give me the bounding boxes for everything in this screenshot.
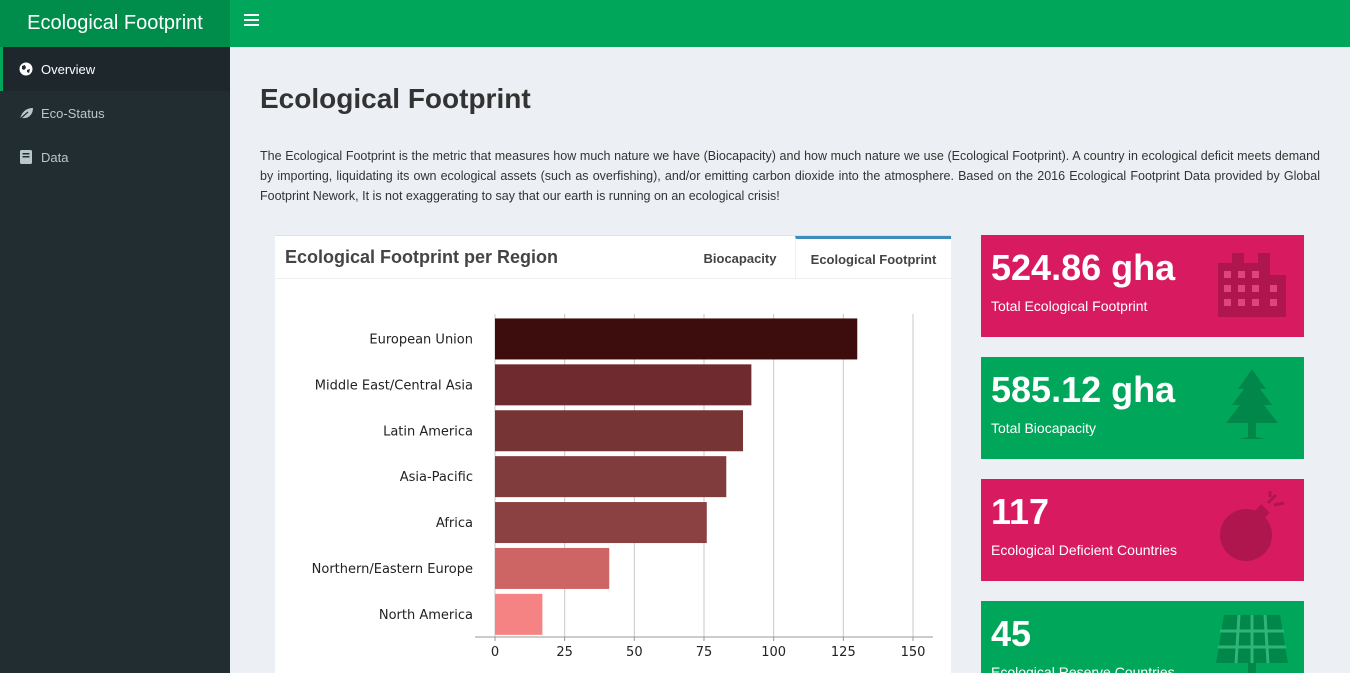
- y-tick-label: Africa: [436, 516, 473, 531]
- main-content: Ecological Footprint The Ecological Foot…: [230, 47, 1350, 673]
- bar: [495, 456, 727, 498]
- x-tick-label: 0: [491, 645, 499, 660]
- sidebar-item-overview[interactable]: Overview: [0, 47, 230, 91]
- info-box-reserve-countries: 45 Ecological Reserve Countries: [981, 601, 1304, 673]
- bar: [495, 364, 752, 406]
- info-box-label: Total Ecological Footprint: [991, 298, 1148, 314]
- bar: [495, 547, 610, 589]
- globe-icon: [18, 61, 34, 77]
- page-title: Ecological Footprint: [260, 83, 531, 114]
- solar-panel-icon: [1216, 614, 1288, 673]
- chart-box-title: Ecological Footprint per Region: [285, 247, 559, 267]
- tab-biocapacity[interactable]: Biocapacity: [703, 251, 777, 266]
- x-tick-label: 150: [901, 645, 926, 660]
- sidebar-item-label: Data: [41, 149, 69, 165]
- y-tick-label: European Union: [369, 332, 473, 347]
- y-tick-label: Asia-Pacific: [400, 470, 473, 485]
- y-tick-label: Latin America: [383, 424, 473, 439]
- bar: [495, 502, 707, 544]
- app-title[interactable]: Ecological Footprint: [0, 0, 230, 47]
- info-box-label: Ecological Deficient Countries: [991, 542, 1177, 558]
- bar: [495, 593, 543, 635]
- book-icon: [18, 149, 34, 165]
- info-box-total-footprint: 524.86 gha Total Ecological Footprint: [981, 235, 1304, 337]
- info-box-label: Total Biocapacity: [991, 420, 1097, 436]
- sidebar: Overview Eco-Status Data: [0, 47, 230, 673]
- x-tick-label: 75: [696, 645, 713, 660]
- bar: [495, 318, 858, 360]
- x-tick-label: 125: [831, 645, 856, 660]
- sidebar-item-label: Eco-Status: [41, 105, 105, 121]
- leaf-icon: [18, 105, 34, 121]
- sidebar-item-eco-status[interactable]: Eco-Status: [0, 91, 230, 135]
- bar: [495, 410, 744, 452]
- x-tick-label: 50: [626, 645, 643, 660]
- chart-box: Ecological Footprint per Region Biocapac…: [275, 235, 951, 673]
- info-box-label: Ecological Reserve Countries: [991, 664, 1175, 673]
- info-box-total-biocapacity: 585.12 gha Total Biocapacity: [981, 357, 1304, 459]
- info-box-value: 524.86 gha: [991, 247, 1176, 288]
- x-tick-label: 25: [556, 645, 573, 660]
- info-box-deficient-countries: 117 Ecological Deficient Countries: [981, 479, 1304, 581]
- hamburger-menu-icon[interactable]: [244, 14, 259, 29]
- top-navbar: Ecological Footprint: [0, 0, 1350, 47]
- sidebar-item-data[interactable]: Data: [0, 135, 230, 179]
- box-header-divider: [275, 278, 951, 279]
- sidebar-item-label: Overview: [41, 61, 96, 77]
- info-box-value: 585.12 gha: [991, 369, 1176, 410]
- tree-icon: [1226, 369, 1278, 439]
- industry-icon: [1218, 253, 1286, 317]
- page-description: The Ecological Footprint is the metric t…: [260, 149, 1320, 203]
- bomb-icon: [1220, 491, 1285, 561]
- tab-ecological-footprint[interactable]: Ecological Footprint: [795, 236, 951, 279]
- bar-chart: European Union Middle East/Central Asia La…: [312, 314, 933, 660]
- info-box-value: 117: [991, 491, 1050, 532]
- y-tick-label: Northern/Eastern Europe: [312, 562, 473, 577]
- x-tick-label: 100: [761, 645, 786, 660]
- y-tick-label: Middle East/Central Asia: [315, 378, 473, 393]
- y-tick-label: North America: [379, 608, 473, 623]
- info-box-value: 45: [991, 613, 1032, 654]
